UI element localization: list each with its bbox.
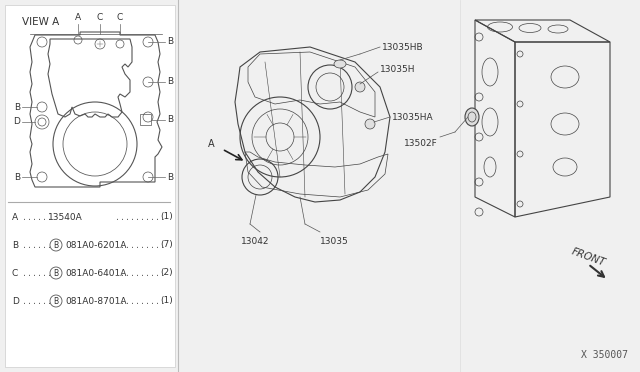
Text: ......: ...... — [22, 269, 52, 278]
Text: ..........: .......... — [115, 241, 165, 250]
Text: 13035HA: 13035HA — [392, 112, 434, 122]
Text: VIEW A: VIEW A — [22, 17, 60, 27]
Text: ......: ...... — [22, 296, 52, 305]
Text: B: B — [53, 269, 59, 278]
Text: (2): (2) — [160, 269, 173, 278]
Text: 13035HB: 13035HB — [382, 42, 424, 51]
Bar — [140, 114, 151, 125]
Text: B: B — [167, 38, 173, 46]
Text: D: D — [13, 118, 20, 126]
Text: (1): (1) — [160, 296, 173, 305]
Text: ......: ...... — [22, 241, 52, 250]
Text: B: B — [12, 241, 18, 250]
Text: 13035H: 13035H — [380, 65, 415, 74]
Text: 13042: 13042 — [241, 237, 269, 246]
Text: X 350007: X 350007 — [581, 350, 628, 360]
Text: B: B — [167, 115, 173, 125]
Text: (1): (1) — [160, 212, 173, 221]
Text: ......: ...... — [22, 212, 52, 221]
Text: B: B — [53, 241, 59, 250]
Text: B: B — [53, 296, 59, 305]
Text: A: A — [209, 139, 215, 149]
Text: 13035: 13035 — [320, 237, 349, 246]
Text: 13540A: 13540A — [48, 212, 83, 221]
Circle shape — [365, 119, 375, 129]
Text: 081A0-6201A: 081A0-6201A — [65, 241, 126, 250]
Text: C: C — [12, 269, 19, 278]
Ellipse shape — [465, 108, 479, 126]
Text: 13502F: 13502F — [404, 139, 438, 148]
Text: A: A — [75, 13, 81, 22]
Text: B: B — [14, 173, 20, 182]
Text: C: C — [97, 13, 103, 22]
Text: B: B — [167, 77, 173, 87]
Text: ..........: .......... — [115, 296, 165, 305]
Bar — [5, 5, 175, 367]
Text: A: A — [12, 212, 18, 221]
Text: B: B — [167, 173, 173, 182]
Text: FRONT: FRONT — [570, 246, 607, 268]
Circle shape — [355, 82, 365, 92]
Text: C: C — [117, 13, 123, 22]
Text: 081A0-8701A: 081A0-8701A — [65, 296, 127, 305]
Text: B: B — [14, 103, 20, 112]
Text: (7): (7) — [160, 241, 173, 250]
Text: 081A0-6401A: 081A0-6401A — [65, 269, 126, 278]
Text: ..........: .......... — [115, 269, 165, 278]
Text: D: D — [12, 296, 19, 305]
Text: ..........: .......... — [115, 212, 165, 221]
Ellipse shape — [334, 60, 346, 68]
